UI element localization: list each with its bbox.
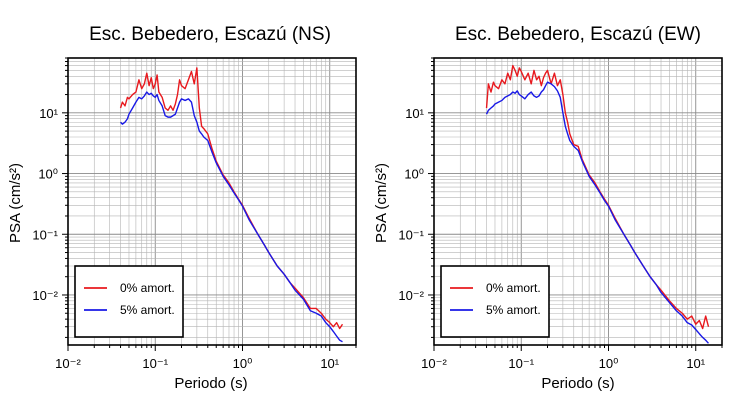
legend-label: 0% amort. (486, 281, 541, 295)
chart-title: Esc. Bebedero, Escazú (NS) (89, 24, 331, 45)
x-tick-label: 10⁰ (599, 356, 619, 371)
plot-area: 10⁻² 10⁻¹ 10⁰ 10¹ 10⁻² 10⁻¹ 10⁰ 10¹ 0% amort. 5% … (398, 57, 723, 371)
x-tick-label: 10⁻² (421, 356, 447, 371)
series-line (485, 64, 710, 330)
y-tick-label: 10⁰ (404, 167, 424, 182)
chart-title: Esc. Bebedero, Escazú (EW) (455, 24, 701, 45)
x-tick-label: 10⁻² (55, 356, 81, 371)
plot-frame (433, 57, 723, 346)
y-tick-label: 10⁻² (32, 288, 58, 303)
series-line (485, 81, 710, 344)
panel-ew: Esc. Bebedero, Escazú (EW) Periodo (s) P… (373, 24, 723, 392)
y-tick-label: 10⁻¹ (398, 227, 424, 242)
x-axis-label: Periodo (s) (174, 375, 247, 392)
legend-label: 5% amort. (486, 303, 541, 317)
series-line (120, 91, 343, 343)
plot-area: 10⁻² 10⁻¹ 10⁰ 10¹ 10⁻² 10⁻¹ 10⁰ 10¹ 0% amort. 5% … (32, 57, 357, 371)
legend-box (74, 265, 184, 338)
y-tick-label: 10¹ (405, 106, 424, 121)
y-tick-label: 10⁻¹ (32, 227, 58, 242)
x-axis-label: Periodo (s) (541, 375, 614, 392)
x-tick-label: 10¹ (320, 356, 339, 371)
panel-ns: Esc. Bebedero, Escazú (NS) Periodo (s) P… (7, 24, 357, 392)
ticks (428, 57, 723, 351)
y-tick-label: 10⁰ (38, 167, 58, 182)
y-tick-label: 10⁻² (398, 288, 424, 303)
legend-label: 0% amort. (120, 281, 175, 295)
x-tick-label: 10⁻¹ (142, 356, 168, 371)
x-tick-label: 10¹ (686, 356, 705, 371)
legend-box (440, 265, 550, 338)
plot-frame (67, 57, 357, 346)
y-axis-label: PSA (cm/s²) (7, 163, 24, 243)
legend-label: 5% amort. (120, 303, 175, 317)
x-tick-label: 10⁻¹ (508, 356, 534, 371)
y-tick-label: 10¹ (39, 106, 58, 121)
legend: 0% amort. 5% amort. (440, 265, 550, 338)
x-tick-label: 10⁰ (233, 356, 253, 371)
ticks (62, 57, 357, 351)
series-line (119, 67, 344, 330)
y-axis-label: PSA (cm/s²) (373, 163, 390, 243)
legend: 0% amort. 5% amort. (74, 265, 184, 338)
